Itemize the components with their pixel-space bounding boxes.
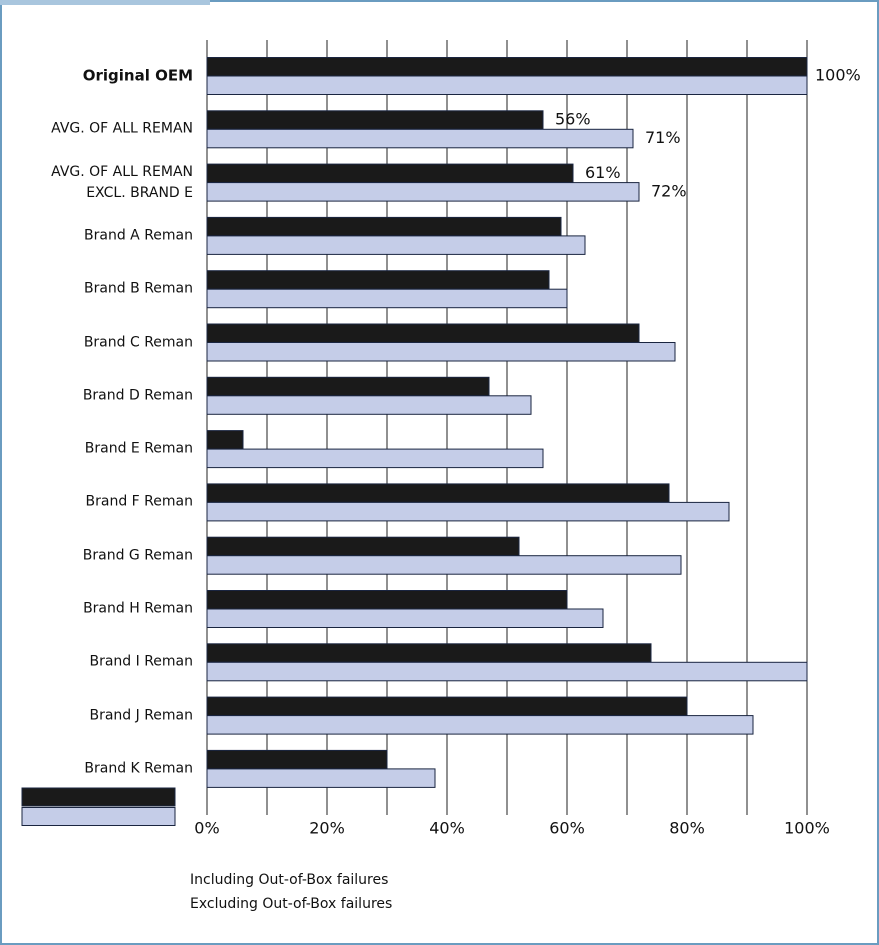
- legend-label: Including Out-of-Box failures: [190, 872, 389, 888]
- bar: [206, 696, 688, 717]
- category-label: AVG. OF ALL REMAN: [51, 120, 193, 137]
- bar: [206, 555, 682, 575]
- category-label: AVG. OF ALL REMAN EXCL. BRAND E: [51, 163, 193, 201]
- bar: [206, 342, 676, 362]
- bar: [206, 448, 544, 469]
- data-label: 100%: [815, 66, 861, 85]
- bar: [206, 216, 562, 237]
- bar: [206, 376, 490, 397]
- data-label: 72%: [651, 181, 687, 200]
- bar: [206, 75, 808, 95]
- bar: [206, 288, 568, 309]
- x-tick-label: 80%: [669, 819, 705, 838]
- bar: [206, 501, 730, 522]
- bar: [206, 661, 808, 682]
- bar: [206, 270, 550, 290]
- bar: [206, 110, 544, 130]
- bar: [206, 590, 568, 610]
- bar: [206, 643, 652, 663]
- data-label: 61%: [585, 163, 621, 182]
- legend-swatch: [21, 807, 176, 826]
- frame-tab: [0, 0, 210, 5]
- bar: [206, 430, 244, 450]
- legend-swatch: [21, 787, 176, 807]
- bar: [206, 323, 640, 343]
- bar: [206, 749, 388, 770]
- bar: [206, 128, 634, 149]
- bar: [206, 483, 670, 503]
- category-label: Brand H Reman: [83, 600, 193, 617]
- category-label: Brand K Reman: [84, 760, 193, 777]
- category-label: Original OEM: [82, 66, 193, 85]
- category-label: Brand J Reman: [89, 707, 193, 724]
- data-label: 71%: [645, 128, 681, 147]
- bar: [206, 395, 532, 415]
- category-label: Brand D Reman: [82, 387, 193, 404]
- legend-label: Excluding Out-of-Box failures: [190, 896, 393, 912]
- bar: [206, 163, 574, 184]
- bar: [206, 715, 754, 735]
- bar: [206, 182, 640, 202]
- category-label: Brand I Reman: [89, 653, 193, 670]
- x-tick-label: 60%: [549, 819, 585, 838]
- category-label: Brand F Reman: [85, 493, 193, 510]
- x-tick-label: 100%: [784, 819, 830, 838]
- bar: [206, 536, 520, 557]
- category-label: Brand A Reman: [84, 227, 193, 244]
- bar: [206, 57, 808, 77]
- category-label: Brand E Reman: [84, 440, 193, 457]
- category-label: Brand C Reman: [83, 334, 193, 350]
- x-tick-label: 20%: [309, 819, 345, 838]
- bar: [206, 768, 436, 788]
- category-label: Brand B Reman: [83, 280, 193, 297]
- category-label: Brand G Reman: [82, 547, 193, 564]
- x-tick-label: 0%: [194, 819, 219, 838]
- bar: [206, 235, 586, 255]
- x-tick-label: 40%: [429, 819, 465, 838]
- bar: [206, 608, 604, 628]
- data-label: 56%: [555, 110, 591, 129]
